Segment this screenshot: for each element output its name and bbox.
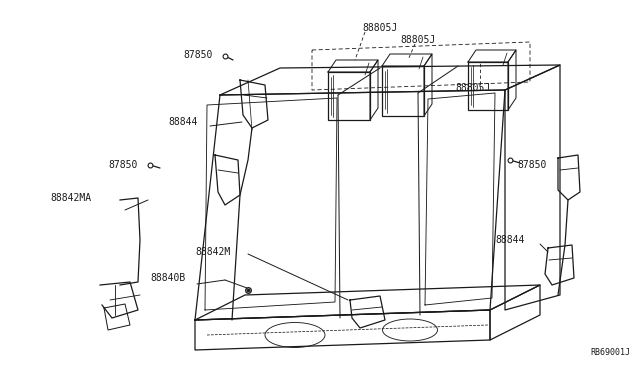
Text: 87850: 87850 [108, 160, 138, 170]
Text: 87850: 87850 [183, 50, 212, 60]
Text: 88842M: 88842M [195, 247, 230, 257]
Text: 88844: 88844 [168, 117, 197, 127]
Bar [468, 62, 508, 110]
Bar [382, 66, 424, 116]
Text: 87850: 87850 [517, 160, 547, 170]
Text: 88805J: 88805J [400, 35, 435, 45]
Text: 88805J: 88805J [455, 83, 490, 93]
Text: 88842MA: 88842MA [50, 193, 91, 203]
Text: 88840B: 88840B [150, 273, 185, 283]
Bar [328, 72, 370, 120]
Text: RB69001J: RB69001J [590, 348, 630, 357]
Text: 88844: 88844 [495, 235, 524, 245]
Text: 88805J: 88805J [362, 23, 397, 33]
